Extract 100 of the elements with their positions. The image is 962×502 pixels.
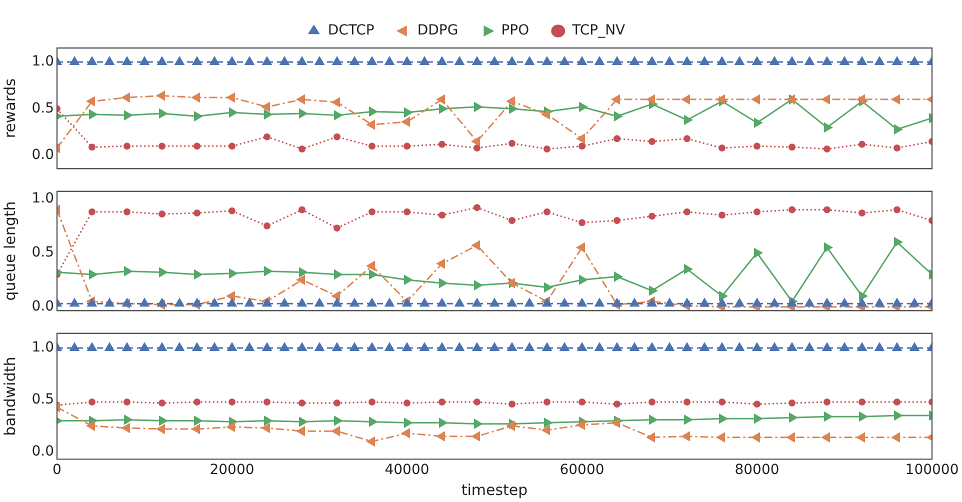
point: [228, 207, 236, 214]
point: [194, 416, 203, 426]
x-tick-label: 100000: [905, 462, 959, 478]
point: [629, 298, 640, 307]
x-tick-label: 80000: [734, 462, 780, 478]
point: [594, 298, 605, 307]
point: [874, 342, 885, 351]
point: [334, 400, 340, 407]
x-tick-label: 0: [52, 462, 62, 478]
point: [88, 208, 96, 216]
point: [454, 56, 465, 66]
point: [542, 298, 552, 307]
point: [226, 298, 238, 307]
point: [262, 298, 272, 307]
point: [474, 398, 480, 406]
point: [436, 342, 448, 351]
point: [822, 56, 832, 66]
point: [804, 56, 815, 66]
point: [821, 94, 830, 105]
point: [226, 56, 238, 66]
point: [264, 109, 273, 120]
point: [734, 298, 745, 307]
point: [559, 298, 570, 307]
point: [124, 266, 133, 276]
point: [192, 298, 202, 307]
point: [716, 94, 725, 105]
point: [296, 56, 308, 66]
point: [489, 342, 500, 351]
point: [891, 432, 900, 443]
point: [614, 400, 620, 408]
point: [229, 107, 238, 118]
point: [751, 94, 760, 105]
point: [124, 414, 133, 425]
point: [404, 418, 413, 428]
point: [909, 56, 920, 66]
point: [684, 398, 690, 406]
point: [438, 140, 446, 148]
point: [839, 298, 850, 307]
point: [648, 398, 656, 406]
point: [194, 269, 203, 280]
point: [369, 416, 378, 427]
point: [88, 398, 96, 406]
point: [244, 56, 255, 66]
x-tick-label: 40000: [384, 462, 430, 478]
point: [279, 298, 290, 307]
point: [576, 342, 588, 351]
point: [894, 206, 900, 214]
point: [299, 108, 308, 119]
point: [366, 342, 378, 351]
point: [716, 298, 728, 307]
point: [894, 144, 900, 152]
point: [824, 145, 830, 152]
point: [474, 102, 483, 112]
point: [404, 107, 413, 118]
point: [404, 400, 410, 407]
point: [264, 266, 273, 276]
point: [506, 96, 515, 106]
x-tick-label: 20000: [210, 462, 254, 478]
point: [156, 298, 168, 307]
point: [366, 56, 378, 66]
point: [158, 142, 166, 150]
point: [156, 56, 168, 66]
point: [544, 208, 550, 216]
y-tick-label: 1.0: [32, 340, 54, 356]
point: [209, 298, 220, 307]
point: [576, 242, 585, 253]
point: [299, 267, 308, 278]
point: [788, 400, 796, 407]
point: [264, 398, 270, 406]
point: [769, 342, 780, 351]
point: [856, 56, 868, 66]
point: [436, 56, 448, 66]
point: [298, 206, 306, 214]
point: [404, 142, 410, 150]
point: [734, 56, 745, 66]
point: [402, 56, 412, 66]
point: [544, 145, 550, 152]
point: [664, 342, 675, 351]
point: [578, 398, 586, 406]
point: [646, 94, 655, 105]
point: [682, 342, 692, 351]
point: [489, 56, 500, 66]
legend-label: TCP_NV: [571, 22, 626, 39]
point: [228, 398, 236, 406]
legend-label: DDPG: [417, 22, 458, 39]
y-tick-label: 0.5: [32, 392, 54, 408]
point: [332, 56, 342, 66]
point: [508, 217, 516, 224]
point: [506, 278, 515, 288]
point: [506, 56, 518, 66]
point: [104, 342, 115, 351]
point: [664, 298, 675, 307]
y-tick-label: 1.0: [32, 54, 54, 70]
point: [69, 342, 80, 351]
point: [472, 298, 482, 307]
point: [612, 56, 622, 66]
point: [86, 56, 98, 66]
point: [404, 274, 413, 286]
point: [646, 298, 658, 307]
point: [541, 424, 550, 436]
